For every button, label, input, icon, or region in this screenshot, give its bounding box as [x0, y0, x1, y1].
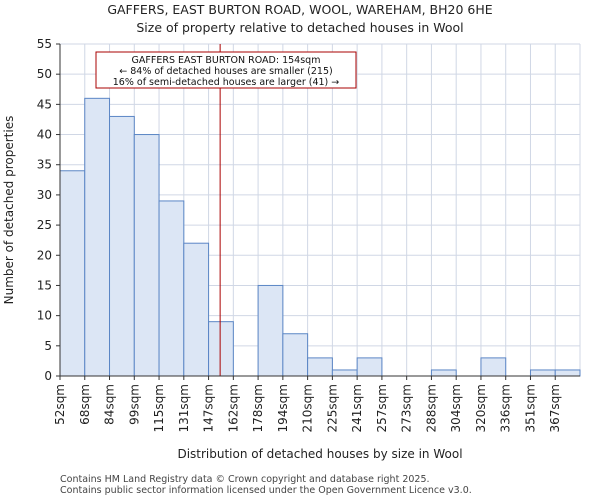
annotation: GAFFERS EAST BURTON ROAD: 154sqm← 84% of…: [95, 51, 357, 89]
y-tick-label: 45: [37, 97, 52, 111]
bars: [59, 97, 581, 377]
x-tick-label: 178sqm: [251, 384, 265, 432]
annotation-line-2: ← 84% of detached houses are smaller (21…: [119, 66, 332, 77]
chart-title: GAFFERS, EAST BURTON ROAD, WOOL, WAREHAM…: [107, 2, 493, 17]
y-tick-label: 5: [44, 339, 52, 353]
bar-320sqm: [480, 357, 507, 377]
bar-178sqm: [257, 284, 284, 377]
bar-68sqm: [84, 97, 111, 377]
x-tick-label: 84sqm: [103, 384, 117, 425]
bar-84sqm: [109, 115, 135, 377]
y-tick-label: 10: [37, 309, 52, 323]
y-axis-label: Number of detached properties: [2, 116, 16, 305]
x-tick-label: 147sqm: [202, 384, 216, 432]
bar-241sqm: [356, 357, 383, 377]
x-tick-label: 288sqm: [424, 384, 438, 432]
y-tick-label: 25: [37, 218, 52, 232]
x-tick-label: 52sqm: [53, 384, 67, 425]
footer-line-2: Contains public sector information licen…: [60, 485, 472, 496]
bar-288sqm: [430, 369, 457, 377]
x-tick-label: 225sqm: [325, 384, 339, 432]
x-tick-label: 257sqm: [375, 384, 389, 432]
x-tick-label: 131sqm: [177, 384, 191, 432]
y-tick-label: 30: [37, 188, 52, 202]
bar-367sqm: [554, 369, 581, 377]
bar-115sqm: [158, 200, 185, 377]
x-tick-label: 115sqm: [152, 384, 166, 432]
bar-210sqm: [307, 357, 333, 377]
y-tick-label: 40: [37, 128, 52, 142]
annotation-line-1: GAFFERS EAST BURTON ROAD: 154sqm: [132, 55, 321, 66]
x-tick-label: 273sqm: [400, 384, 414, 432]
x-tick-label: 162sqm: [226, 384, 240, 432]
annotation-box: [95, 51, 357, 89]
y-tick-label: 50: [37, 67, 52, 81]
x-tick-label: 304sqm: [449, 384, 463, 432]
x-tick-label: 194sqm: [276, 384, 290, 432]
x-tick-label: 320sqm: [474, 384, 488, 432]
y-tick-label: 55: [37, 37, 52, 51]
chart-subtitle: Size of property relative to detached ho…: [136, 20, 464, 35]
bar-52sqm: [59, 170, 86, 377]
bar-147sqm: [208, 321, 234, 377]
axes: 0 5 10 15 20 25 30 35 40 45 50 55 52sqm 68sqm 84sqm 99s…: [37, 37, 580, 432]
bar-225sqm: [331, 369, 358, 377]
bar-351sqm: [529, 369, 556, 377]
bar-194sqm: [282, 333, 309, 377]
y-tick-label: 20: [37, 248, 52, 262]
y-tick-label: 35: [37, 158, 52, 172]
x-axis-label: Distribution of detached houses by size …: [177, 447, 462, 461]
x-tick-label: 336sqm: [499, 384, 513, 432]
footer-line-1: Contains HM Land Registry data © Crown c…: [60, 474, 430, 485]
x-tick-label: 99sqm: [127, 384, 141, 425]
x-tick-label: 241sqm: [350, 384, 364, 432]
x-tick-label: 210sqm: [301, 384, 315, 432]
bar-131sqm: [183, 242, 210, 377]
bar-99sqm: [133, 134, 160, 377]
annotation-line-3: 16% of semi-detached houses are larger (…: [113, 77, 340, 88]
x-tick-label: 367sqm: [548, 384, 562, 432]
y-tick-label: 15: [37, 278, 52, 292]
y-tick-label: 0: [44, 369, 52, 383]
x-tick-label: 68sqm: [78, 384, 92, 425]
x-tick-label: 351sqm: [523, 384, 537, 432]
